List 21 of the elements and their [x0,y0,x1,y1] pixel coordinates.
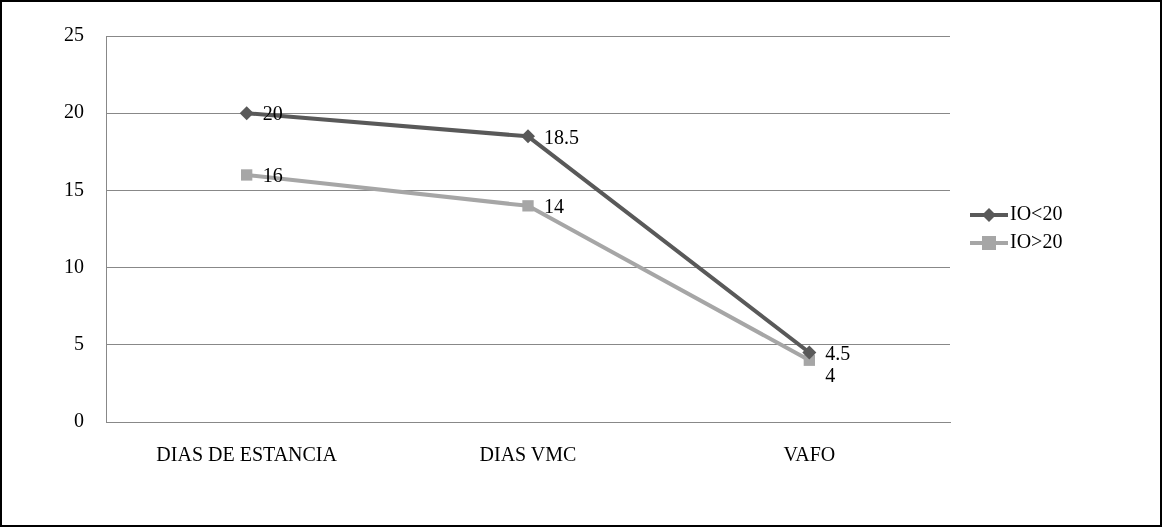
data-label: 4 [825,363,836,386]
point [241,169,253,181]
point [239,106,254,121]
data-label: 18.5 [544,125,579,148]
x-tick-label: VAFO [783,443,836,466]
data-label: 4.5 [825,341,851,364]
data-label: 14 [544,195,564,218]
point [522,200,534,212]
y-tick-label: 0 [74,409,84,432]
x-tick-label: DIAS VMC [479,443,577,466]
y-tick-label: 20 [64,100,84,123]
legend-label: IO<20 [1010,202,1063,225]
legend-label: IO>20 [1010,230,1063,253]
data-label: 16 [262,164,283,187]
y-tick-label: 5 [74,332,84,355]
point [802,345,817,360]
x-tick-label: DIAS DE ESTANCIA [156,443,338,466]
point [521,129,535,144]
y-tick-label: 15 [64,177,84,200]
y-tick-label: 10 [64,254,84,277]
y-tick-label: 25 [64,23,84,46]
